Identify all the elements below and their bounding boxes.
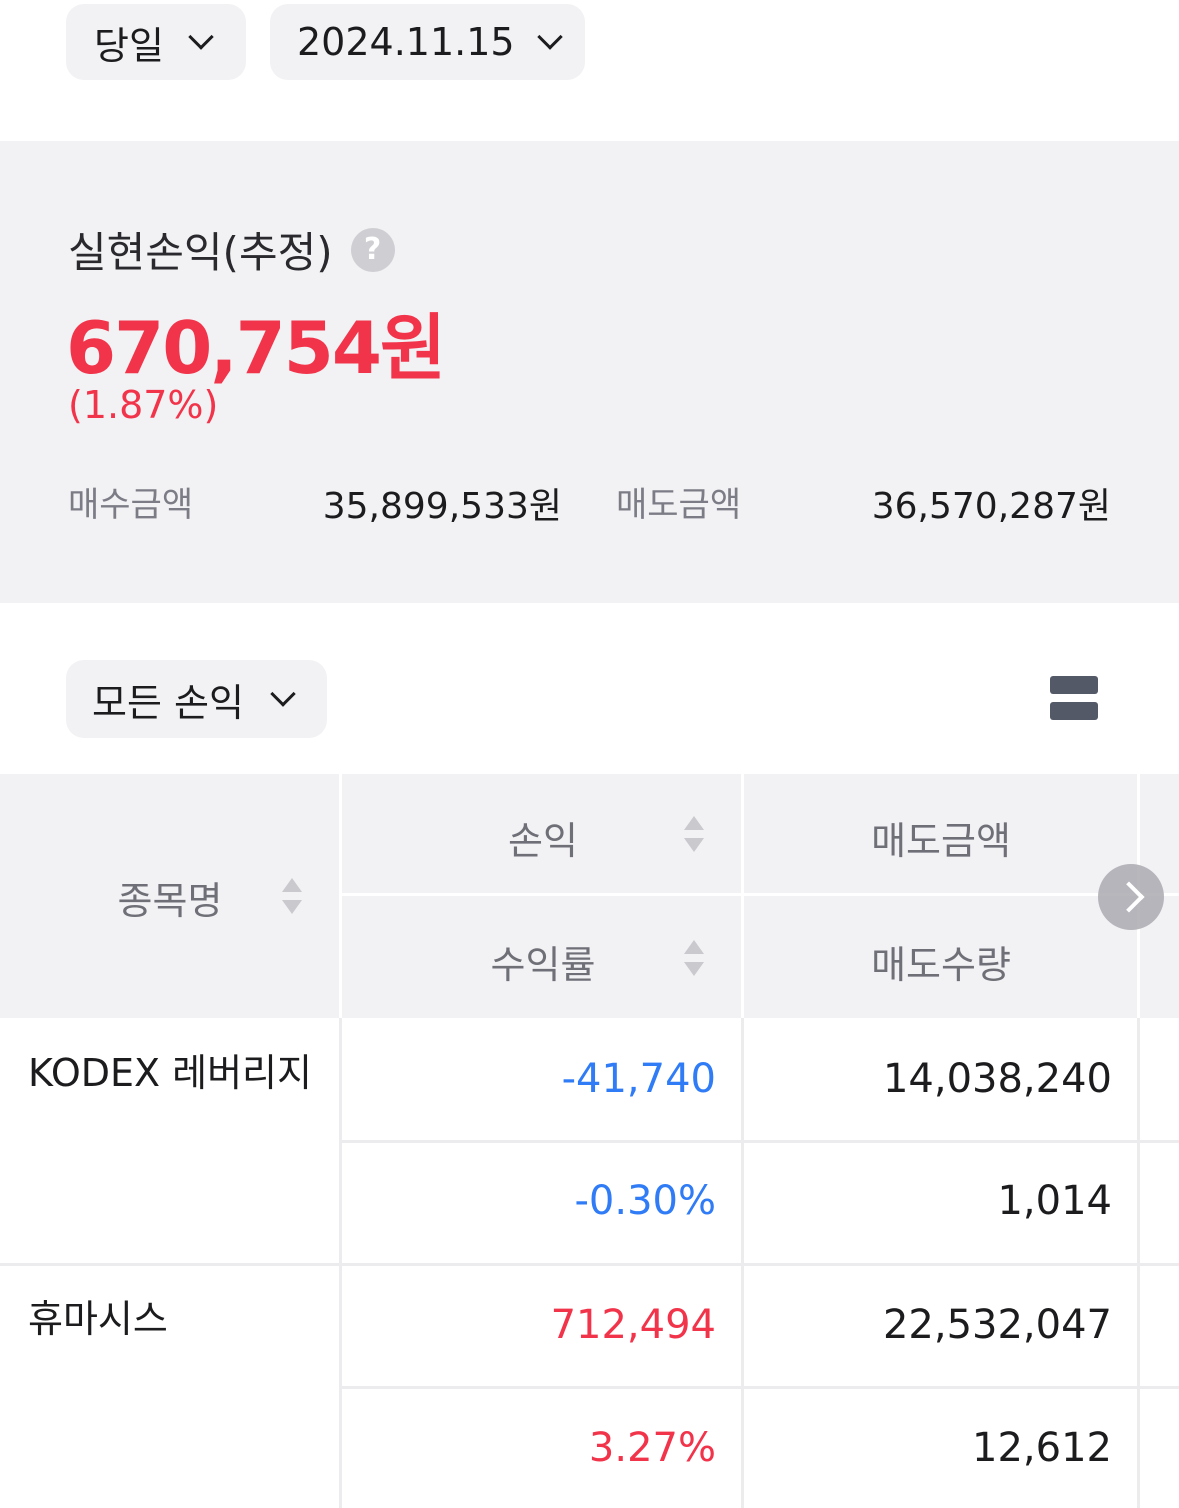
chevron-down-icon — [536, 24, 563, 50]
sort-icon[interactable] — [683, 940, 705, 976]
buy-amount-value: 35,899,533원 — [322, 486, 562, 527]
date-select[interactable]: 2024.11.15 — [270, 4, 585, 80]
realized-profit-summary: 실현손익(추정) ? 670,754원 (1.87%) 매수금액 35,899,… — [0, 141, 1179, 603]
return-rate-value: -0.30% — [574, 1178, 716, 1224]
summary-title-text: 실현손익(추정) — [68, 228, 333, 277]
help-icon[interactable]: ? — [350, 227, 395, 272]
chevron-right-icon[interactable] — [1098, 864, 1164, 930]
profit-filter-label: 모든 손익 — [92, 680, 244, 725]
sort-icon[interactable] — [281, 878, 303, 914]
buy-amount-label: 매수금액 — [68, 485, 194, 525]
profit-table: 종목명 손익 수익률 매도금액 매도수량 KODEX 레버리지 -41,740 … — [0, 774, 1179, 1508]
header-stock-name[interactable]: 종목명 — [117, 879, 223, 923]
sell-amount-value: 22,532,047 — [882, 1302, 1112, 1348]
header-profit[interactable]: 손익 — [508, 819, 578, 863]
header-return-rate[interactable]: 수익률 — [490, 943, 596, 987]
stock-name-kodex[interactable]: KODEX 레버리지 — [28, 1051, 312, 1095]
stock-name-humasis[interactable]: 휴마시스 — [28, 1297, 168, 1341]
profit-value: -41,740 — [561, 1056, 716, 1102]
period-select-label: 당일 — [94, 23, 164, 68]
realized-profit-amount: 670,754원 — [66, 306, 446, 390]
date-select-label: 2024.11.15 — [297, 20, 515, 64]
return-rate-value: 3.27% — [588, 1425, 716, 1471]
chevron-down-icon — [188, 24, 214, 50]
realized-profit-rate: (1.87%) — [68, 383, 219, 427]
header-sell-qty: 매도수량 — [871, 943, 1011, 987]
table-header — [0, 774, 1179, 1018]
sell-qty-value: 1,014 — [997, 1178, 1112, 1224]
chevron-down-icon — [270, 681, 296, 707]
profit-value: 712,494 — [550, 1302, 716, 1348]
sell-amount-value: 14,038,240 — [882, 1056, 1112, 1102]
profit-filter-select[interactable]: 모든 손익 — [66, 660, 327, 738]
summary-title: 실현손익(추정) ? — [68, 219, 395, 280]
sell-amount-value: 36,570,287원 — [871, 486, 1111, 527]
list-view-icon[interactable] — [1050, 676, 1098, 720]
sell-amount-label: 매도금액 — [616, 485, 742, 525]
sell-qty-value: 12,612 — [972, 1425, 1112, 1471]
period-select[interactable]: 당일 — [66, 4, 246, 80]
header-sell-amount: 매도금액 — [871, 819, 1011, 863]
sort-icon[interactable] — [683, 816, 705, 852]
